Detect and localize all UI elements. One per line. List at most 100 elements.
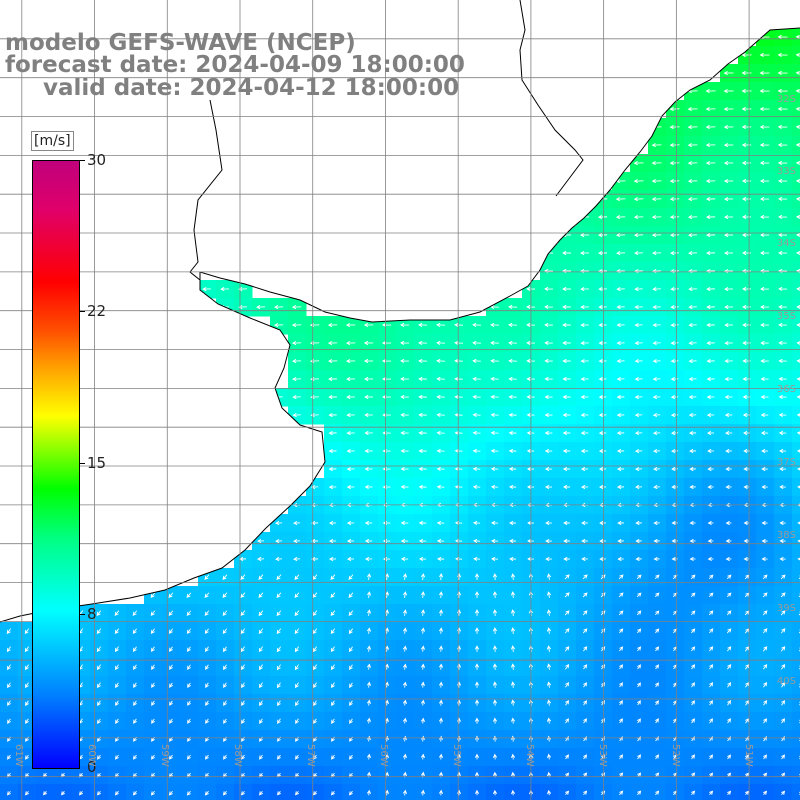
wind-arrow xyxy=(709,700,713,706)
wind-arrow xyxy=(618,628,624,634)
wind-arrow xyxy=(328,538,337,544)
wind-arrow xyxy=(400,394,409,400)
wind-arrow xyxy=(795,34,800,40)
wind-arrow xyxy=(760,376,769,382)
wind-arrow xyxy=(204,592,210,598)
wind-arrow xyxy=(25,700,29,707)
wind-arrow xyxy=(633,196,644,202)
wind-arrow xyxy=(727,664,732,670)
wind-speed-cell xyxy=(792,172,800,191)
wind-arrow xyxy=(797,539,800,543)
wind-arrow xyxy=(762,646,768,652)
wind-arrow xyxy=(490,448,499,454)
wind-arrow xyxy=(652,376,661,382)
wind-arrow xyxy=(562,448,571,454)
wind-arrow xyxy=(707,538,714,544)
wind-arrow xyxy=(472,520,481,526)
wind-arrow xyxy=(492,663,498,670)
wind-arrow xyxy=(436,322,446,328)
wind-arrow xyxy=(257,538,265,544)
wind-arrow xyxy=(384,789,389,796)
wind-arrow xyxy=(402,609,408,616)
wind-arrow xyxy=(96,610,102,617)
wind-arrow xyxy=(725,538,732,544)
wind-arrow xyxy=(669,214,680,220)
wind-arrow xyxy=(420,681,426,688)
wind-arrow xyxy=(97,682,101,689)
wind-arrow xyxy=(331,718,335,724)
wind-arrow xyxy=(777,52,788,58)
wind-arrow xyxy=(472,430,481,436)
wind-arrow xyxy=(472,484,481,490)
wind-arrow xyxy=(723,178,734,184)
wind-arrow xyxy=(312,628,318,635)
wind-arrow xyxy=(636,610,642,616)
wind-arrow xyxy=(291,304,302,310)
wind-arrow xyxy=(222,790,227,796)
wind-arrow xyxy=(709,682,714,688)
wind-arrow xyxy=(114,754,119,760)
wind-arrow xyxy=(777,70,788,76)
wind-arrow xyxy=(637,628,642,634)
wind-arrow xyxy=(742,232,752,238)
wind-arrow xyxy=(780,610,786,616)
wind-speed-cell xyxy=(792,388,800,407)
wind-arrow xyxy=(187,664,191,670)
wind-arrow xyxy=(724,322,733,328)
wind-arrow xyxy=(652,304,661,310)
wind-arrow xyxy=(6,754,11,760)
wind-arrow xyxy=(581,556,588,562)
wind-arrow xyxy=(691,682,695,688)
wind-arrow xyxy=(168,790,173,796)
wind-arrow xyxy=(492,699,498,706)
wind-arrow xyxy=(669,179,680,184)
wind-arrow xyxy=(511,789,516,796)
wind-arrow xyxy=(438,789,444,796)
wind-arrow xyxy=(329,556,337,562)
wind-arrow xyxy=(472,448,481,454)
wind-arrow xyxy=(651,232,662,238)
wind-arrow xyxy=(795,52,800,58)
wind-arrow xyxy=(474,627,480,634)
wind-arrow xyxy=(366,789,371,796)
lat-label: 36S xyxy=(776,384,796,395)
wind-arrow xyxy=(670,322,679,328)
wind-arrow xyxy=(348,790,353,796)
wind-arrow xyxy=(778,250,788,256)
wind-arrow xyxy=(402,699,408,706)
wind-arrow xyxy=(438,699,444,706)
wind-arrow xyxy=(490,358,499,364)
wind-arrow xyxy=(743,520,750,526)
wind-arrow xyxy=(634,322,643,328)
wind-arrow xyxy=(474,699,480,706)
wind-arrow xyxy=(781,772,786,778)
wind-arrow xyxy=(780,628,786,634)
wind-arrow xyxy=(223,682,227,689)
wind-arrow xyxy=(474,753,480,760)
wind-arrow xyxy=(133,664,137,671)
wind-arrow xyxy=(545,538,552,544)
wind-arrow xyxy=(384,609,390,616)
wind-arrow xyxy=(222,628,228,635)
wind-arrow xyxy=(438,573,444,581)
wind-arrow xyxy=(600,592,606,598)
wind-arrow xyxy=(761,448,768,454)
wind-arrow xyxy=(727,754,732,760)
wind-arrow xyxy=(761,484,768,490)
wind-arrow xyxy=(778,358,787,364)
wind-arrow xyxy=(777,124,788,130)
wind-arrow xyxy=(544,448,553,454)
wind-arrow xyxy=(706,322,715,328)
wind-arrow xyxy=(169,646,173,652)
wind-arrow xyxy=(436,430,445,436)
wind-arrow xyxy=(276,610,282,617)
wind-arrow xyxy=(795,196,800,202)
wind-arrow xyxy=(364,484,373,490)
wind-arrow xyxy=(617,484,625,490)
wind-arrow xyxy=(724,394,733,400)
wind-arrow xyxy=(349,664,353,671)
wind-arrow xyxy=(454,412,463,418)
wind-arrow xyxy=(364,556,373,562)
wind-arrow xyxy=(687,106,698,112)
